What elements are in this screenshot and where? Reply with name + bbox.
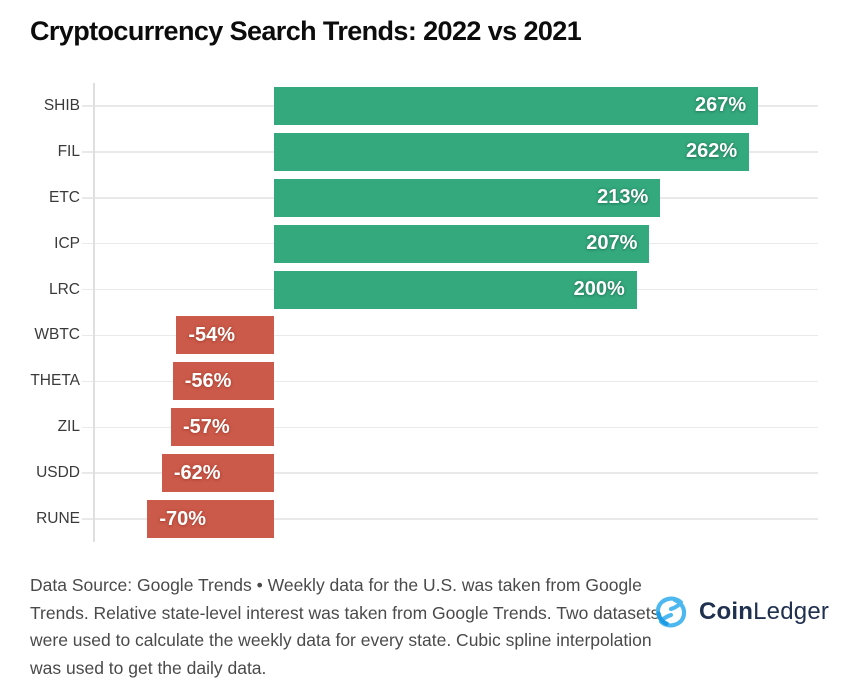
coinledger-wordmark: CoinLedger bbox=[699, 598, 829, 626]
bar-value-label: -70% bbox=[159, 507, 207, 530]
bar-value-label: 200% bbox=[573, 278, 625, 301]
brand-coin: Coin bbox=[699, 598, 754, 625]
bar-lrc: 200% bbox=[274, 270, 637, 309]
bar-value-label: 213% bbox=[597, 186, 649, 209]
data-source-note: Data Source: Google Trends • Weekly data… bbox=[30, 575, 660, 678]
y-axis-label-rune: RUNE bbox=[36, 510, 80, 528]
bar-theta: -56% bbox=[172, 362, 275, 401]
y-axis-label-wbtc: WBTC bbox=[34, 326, 80, 344]
bar-zil: -57% bbox=[170, 408, 275, 447]
y-axis-label-lrc: LRC bbox=[48, 280, 80, 298]
y-axis-label-theta: THETA bbox=[30, 372, 80, 390]
gridline bbox=[82, 334, 818, 337]
bar-value-label: -56% bbox=[184, 369, 232, 392]
y-axis-label-usdd: USDD bbox=[36, 464, 80, 482]
y-axis-label-shib: SHIB bbox=[43, 96, 80, 114]
bar-value-label: -57% bbox=[182, 415, 230, 438]
bar-value-label: 207% bbox=[586, 232, 638, 255]
bar-rune: -70% bbox=[147, 500, 275, 539]
coinledger-logo: CoinLedger bbox=[653, 594, 829, 630]
bar-value-label: -62% bbox=[173, 461, 221, 484]
chart-title: Cryptocurrency Search Trends: 2022 vs 20… bbox=[30, 16, 582, 46]
bar-wbtc: -54% bbox=[176, 316, 275, 355]
bar-value-label: 267% bbox=[695, 94, 747, 117]
y-axis-line bbox=[93, 83, 95, 542]
bar-etc: 213% bbox=[274, 178, 661, 217]
bar-chart: SHIB FIL ETC ICP LRC WBTC THETA ZIL USDD RUNE 267%… bbox=[30, 83, 818, 542]
y-axis-label-icp: ICP bbox=[54, 234, 80, 252]
bar-icp: 207% bbox=[274, 224, 650, 263]
bar-shib: 267% bbox=[274, 86, 759, 125]
y-axis-label-etc: ETC bbox=[49, 188, 80, 206]
gridline bbox=[82, 518, 818, 520]
coinledger-knot-icon bbox=[655, 596, 687, 628]
bar-usdd: -62% bbox=[161, 454, 275, 493]
bar-fil: 262% bbox=[274, 132, 750, 171]
bar-value-label: -54% bbox=[188, 323, 236, 346]
y-axis-label-fil: FIL bbox=[57, 142, 80, 160]
bar-value-label: 262% bbox=[685, 140, 738, 163]
y-axis-label-zil: ZIL bbox=[57, 418, 80, 436]
gridline bbox=[82, 426, 818, 428]
brand-ledger: Ledger bbox=[753, 598, 830, 625]
gridline bbox=[82, 380, 818, 383]
gridline bbox=[82, 472, 818, 474]
